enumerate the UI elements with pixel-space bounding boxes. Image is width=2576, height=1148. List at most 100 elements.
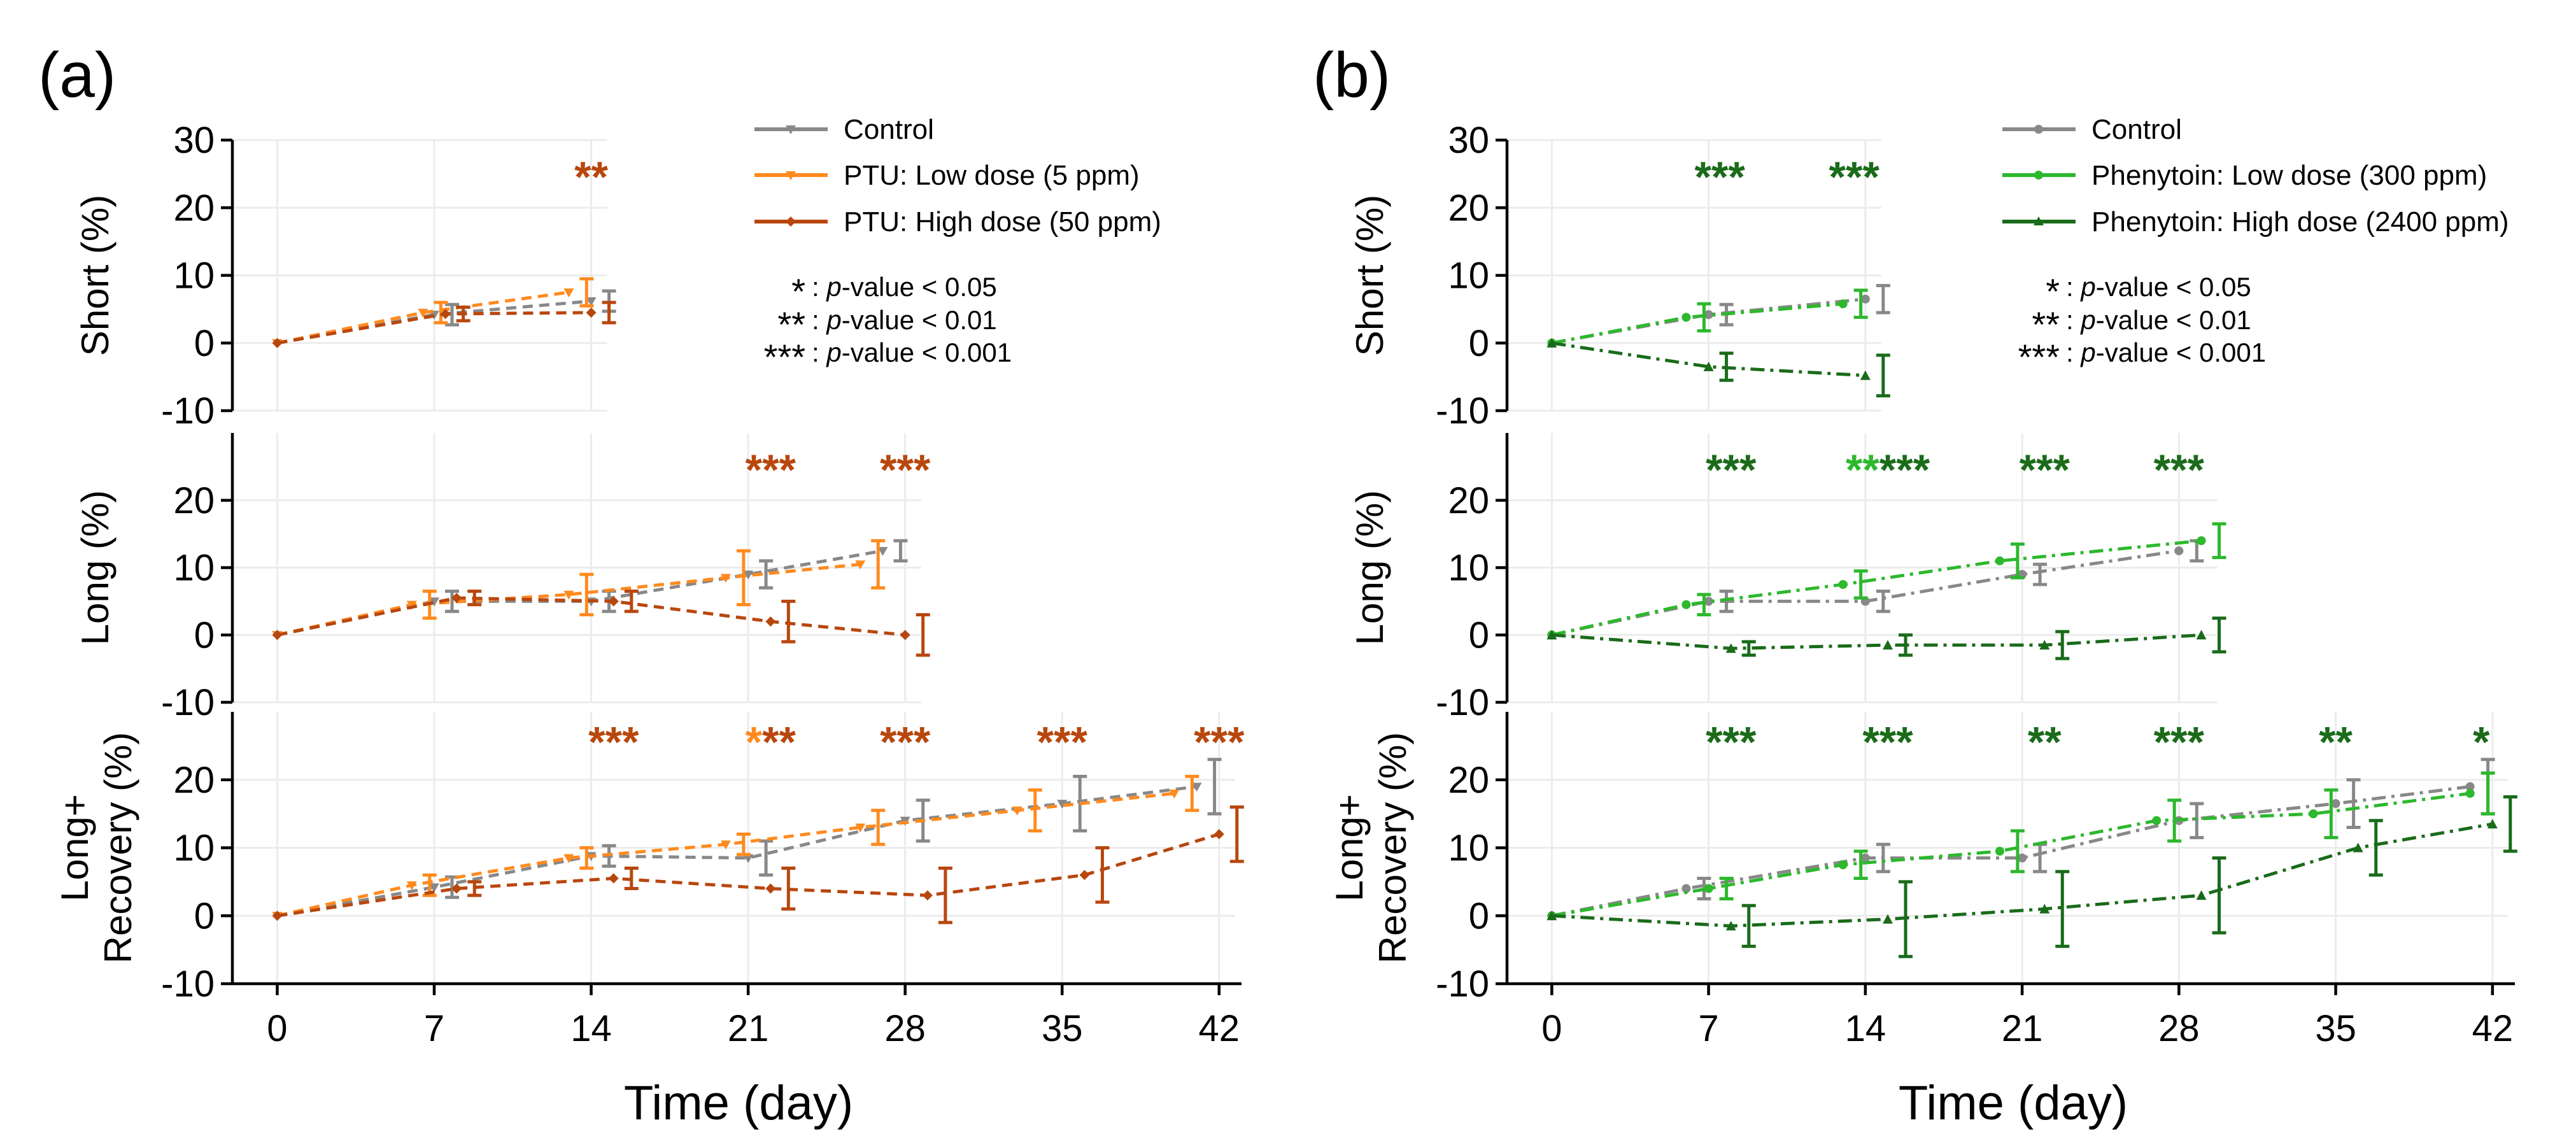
sig-p: p bbox=[2079, 272, 2095, 302]
significance-stars: *** bbox=[880, 718, 931, 767]
legend-label-low: Phenytoin: Low dose (300 ppm) bbox=[2091, 160, 2487, 191]
data-point bbox=[1681, 600, 1691, 609]
sig-suffix: -value < 0.01 bbox=[2096, 305, 2251, 335]
data-point bbox=[1860, 853, 1870, 863]
significance-mark: *** bbox=[1706, 446, 1757, 494]
data-point bbox=[1703, 361, 1714, 371]
data-point bbox=[406, 881, 417, 891]
data-point bbox=[608, 596, 619, 607]
series-0 bbox=[272, 539, 908, 641]
legend-marker-high bbox=[786, 216, 796, 227]
y-tick-label: 0 bbox=[194, 614, 215, 656]
data-point bbox=[743, 854, 754, 863]
y-axis-label-line: Long (%) bbox=[1348, 490, 1391, 645]
y-tick-label: 10 bbox=[173, 548, 215, 589]
data-point bbox=[272, 337, 283, 348]
series-line bbox=[1551, 539, 2202, 637]
panel-a-xlabel: Time (day) bbox=[624, 1076, 853, 1130]
y-axis-label: Short (%) bbox=[1348, 195, 1391, 356]
series-line bbox=[1552, 633, 2202, 650]
y-tick-label: -10 bbox=[161, 963, 215, 1005]
sig-text: : p-value < 0.05 bbox=[2066, 272, 2251, 302]
series-2 bbox=[1546, 337, 1890, 398]
data-point bbox=[1012, 806, 1023, 816]
gridlines bbox=[1507, 139, 1881, 412]
sig-stars: *** bbox=[764, 337, 805, 377]
significance-mark: *** bbox=[746, 718, 796, 767]
series-1 bbox=[272, 277, 594, 348]
y-tick-label: 20 bbox=[1448, 480, 1489, 521]
data-point bbox=[1725, 643, 1736, 653]
significance-stars: *** bbox=[746, 446, 796, 494]
sig-prefix: : bbox=[812, 305, 826, 335]
series-line bbox=[276, 562, 861, 637]
x-tick-label: 42 bbox=[2472, 1008, 2514, 1049]
sig-prefix: : bbox=[2066, 305, 2081, 335]
sig-suffix: -value < 0.001 bbox=[2096, 337, 2266, 367]
data-point bbox=[1995, 556, 2004, 565]
data-point bbox=[2465, 782, 2475, 791]
sig-p: p bbox=[2079, 305, 2095, 335]
legend-entry-control: Control bbox=[2002, 114, 2182, 145]
data-point bbox=[1057, 800, 1068, 809]
significance-mark: ***** bbox=[1846, 446, 1930, 494]
data-point bbox=[418, 308, 428, 318]
data-point bbox=[272, 630, 283, 641]
data-point bbox=[1838, 579, 1848, 589]
sig-p: p bbox=[2079, 337, 2095, 367]
legend-marker-high bbox=[2034, 216, 2044, 225]
sig-p: p bbox=[825, 337, 841, 367]
sig-p: p bbox=[825, 305, 841, 335]
significance-mark: *** bbox=[1706, 718, 1757, 767]
panel-b-label: (b) bbox=[1313, 39, 1391, 111]
y-tick-label: 0 bbox=[194, 895, 215, 937]
y-tick-label: 20 bbox=[1448, 760, 1489, 801]
panel-a-long-plot: -10 0 10 20 Long (%) *** *** bbox=[74, 433, 931, 723]
legend-label-control: Control bbox=[2091, 114, 2182, 145]
data-point bbox=[2465, 789, 2475, 798]
data-point bbox=[1725, 921, 1736, 931]
series-0 bbox=[272, 289, 616, 348]
data-point bbox=[2353, 842, 2363, 853]
data-point bbox=[1838, 299, 1848, 309]
data-point bbox=[2331, 799, 2340, 809]
y-axis-label-line: Recovery (%) bbox=[1371, 732, 1414, 963]
data-point bbox=[451, 593, 462, 604]
data-point bbox=[720, 840, 731, 850]
significance-stars: *** bbox=[1037, 718, 1088, 767]
series-2 bbox=[1546, 616, 2226, 660]
series-2 bbox=[272, 590, 930, 657]
panel-a-label: (a) bbox=[38, 39, 116, 111]
data-point bbox=[586, 297, 597, 306]
data-point bbox=[2487, 819, 2498, 829]
significance-mark: *** bbox=[2020, 446, 2070, 494]
y-tick-label: 10 bbox=[1448, 255, 1489, 297]
data-point bbox=[429, 883, 439, 893]
significance-mark: *** bbox=[1829, 153, 1880, 201]
y-tick-label: 20 bbox=[1448, 187, 1489, 229]
series-1 bbox=[272, 539, 886, 641]
significance-mark: *** bbox=[2154, 718, 2205, 767]
legend-label-low: PTU: Low dose (5 ppm) bbox=[844, 160, 1140, 191]
significance-mark: *** bbox=[2154, 446, 2205, 494]
sig-suffix: -value < 0.001 bbox=[842, 337, 1012, 367]
y-tick-label: 10 bbox=[173, 828, 215, 869]
x-tick-label: 21 bbox=[728, 1008, 769, 1049]
significance-mark: *** bbox=[880, 446, 931, 494]
data-point bbox=[1214, 829, 1224, 840]
data-point bbox=[900, 630, 910, 641]
y-tick-label: 20 bbox=[173, 760, 215, 801]
y-axis-label-line: Short (%) bbox=[74, 195, 117, 356]
data-point bbox=[1681, 884, 1691, 893]
data-point bbox=[1546, 630, 1557, 640]
legend-entry-high: PTU: High dose (50 ppm) bbox=[754, 206, 1161, 237]
sig-key-1: * : p-value < 0.05 bbox=[791, 271, 997, 311]
legend-label-high: Phenytoin: High dose (2400 ppm) bbox=[2091, 206, 2509, 237]
x-tick-label: 42 bbox=[1199, 1008, 1240, 1049]
significance-stars: ** bbox=[2028, 718, 2062, 767]
significance-mark: *** bbox=[1194, 718, 1245, 767]
y-axis-label-line: Recovery (%) bbox=[97, 732, 139, 963]
significance-mark: *** bbox=[880, 718, 931, 767]
y-tick-label: 10 bbox=[1448, 828, 1489, 869]
